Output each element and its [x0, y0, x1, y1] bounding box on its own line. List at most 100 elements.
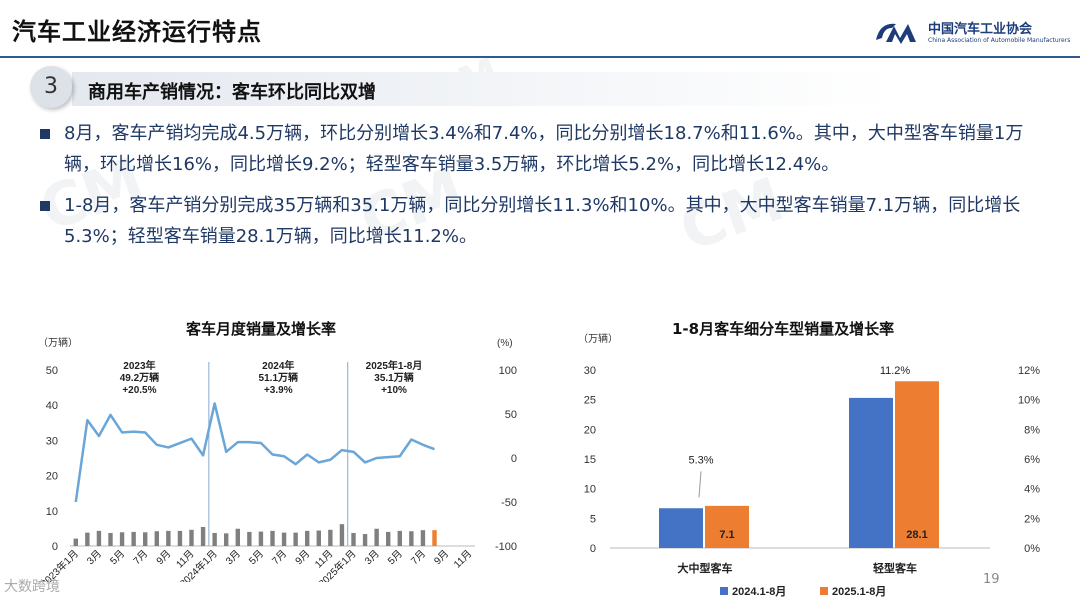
sales-bar: [177, 530, 183, 546]
y-left-tick: 20: [46, 471, 58, 483]
y-left-tick: 0: [590, 543, 596, 555]
sales-bar: [143, 532, 148, 546]
bullet-item: 8月，客车产销均完成4.5万辆，环比分别增长3.4%和7.4%，同比分别增长18…: [40, 118, 1050, 180]
header: 汽车工业经济运行特点 中国汽车工业协会 China Association of…: [0, 0, 1080, 60]
page-number: 19: [983, 572, 1000, 587]
sales-bar: [432, 530, 437, 546]
sales-bar: [85, 532, 90, 546]
sales-bar: [212, 532, 217, 546]
legend-label: 2025.1-8月: [832, 585, 886, 598]
y-right-tick: 6%: [1024, 454, 1040, 466]
growth-line: [74, 402, 435, 503]
x-tick-label: 9月: [432, 548, 451, 567]
y-left-tick: 20: [584, 424, 596, 436]
x-tick-label: 7月: [131, 548, 150, 567]
sales-bar: [73, 538, 78, 546]
bullet-square-icon: [40, 129, 50, 139]
chart1-title: 客车月度销量及增长率: [186, 320, 337, 338]
x-tick-label: 7月: [270, 548, 289, 567]
section-number: 3: [30, 66, 72, 108]
period-label-year: 2024年: [262, 359, 294, 372]
y-left-tick: 5: [590, 513, 596, 525]
period-label-volume: 49.2万辆: [120, 371, 159, 384]
y-left-tick: 30: [584, 365, 596, 377]
period-label-volume: 35.1万辆: [374, 371, 413, 384]
segment-sales-chart: （万辆） 0 5 10 15 20 25 30 0% 2% 4% 6% 8% 10% 12% 7.1 大中型客车…: [578, 332, 1040, 598]
sales-bar: [96, 530, 102, 546]
bullet-item: 1-8月，客车产销分别完成35万辆和35.1万辆，同比分别增长11.3%和10%…: [40, 190, 1050, 252]
y-right-tick: -100: [495, 541, 517, 553]
y-right-tick: 0: [511, 453, 517, 465]
segment-bar: [659, 508, 703, 548]
period-label-growth: +20.5%: [122, 385, 156, 396]
legend-label: 2024.1-8月: [732, 585, 786, 598]
org-name-cn: 中国汽车工业协会: [928, 22, 1033, 37]
chart2-title: 1-8月客车细分车型销量及增长率: [672, 320, 895, 338]
y-right-tick: 10%: [1018, 395, 1040, 407]
sales-bar: [397, 530, 402, 546]
sales-bar: [316, 530, 321, 546]
sales-bar: [270, 530, 275, 546]
category-label: 大中型客车: [678, 561, 733, 575]
period-label-volume: 51.1万辆: [259, 371, 298, 384]
header-divider: [0, 56, 1080, 58]
y-left-unit: （万辆）: [38, 336, 78, 349]
y-right-unit: (%): [497, 338, 513, 349]
y-right-tick: -50: [501, 497, 517, 509]
y-right-tick: 50: [505, 409, 517, 421]
sales-bar: [235, 528, 240, 546]
sales-bar: [224, 533, 229, 546]
monthly-sales-chart: （万辆） (%) 0 10 20 30 40 50 -100 -50 0 50 100 2023年49.2…: [38, 336, 517, 582]
org-logo: 中国汽车工业协会 China Association of Automobile…: [872, 18, 1072, 52]
sales-bar: [189, 529, 194, 546]
sales-bar: [200, 526, 206, 546]
growth-label: 11.2%: [880, 365, 911, 377]
sales-bar: [362, 534, 368, 546]
bullet-square-icon: [40, 201, 50, 211]
sales-bar: [108, 532, 113, 546]
sales-bar: [339, 524, 345, 546]
y-left-tick: 25: [584, 395, 596, 407]
y-right-tick: 4%: [1024, 484, 1040, 496]
org-name-en: China Association of Automobile Manufact…: [928, 37, 1071, 44]
segment-bar: [705, 505, 749, 548]
y-right-tick: 8%: [1024, 424, 1040, 436]
sales-bar: [154, 531, 159, 546]
legend-swatch: [720, 587, 728, 595]
section-title: 商用车产销情况：客车环比同比双增: [88, 82, 376, 103]
segment-bar: [895, 381, 939, 548]
sales-bar: [166, 530, 171, 546]
x-tick-label: 3月: [223, 548, 242, 567]
y-left-tick: 0: [52, 541, 58, 553]
y-right-tick: 12%: [1018, 365, 1040, 377]
x-tick-label: 7月: [409, 548, 428, 567]
y-left-tick: 30: [46, 435, 58, 447]
sales-bar: [386, 531, 391, 546]
period-label-year: 2025年1-8月: [366, 359, 423, 372]
x-tick-label: 11月: [451, 548, 474, 571]
x-tick-label: 5月: [247, 548, 266, 567]
sales-bar: [258, 531, 264, 546]
growth-leader-line: [698, 471, 702, 498]
y-right-tick: 0%: [1024, 543, 1040, 555]
sales-bar: [374, 528, 379, 546]
y-left-tick: 10: [584, 484, 596, 496]
period-label-growth: +3.9%: [264, 385, 293, 396]
bar-data-label: 7.1: [719, 529, 734, 541]
x-tick-label: 9月: [293, 548, 312, 567]
sales-bar: [305, 530, 310, 546]
sales-bar: [293, 532, 298, 546]
bullet-text: 8月，客车产销均完成4.5万辆，环比分别增长3.4%和7.4%，同比分别增长18…: [64, 123, 1024, 175]
y-left-tick: 15: [584, 454, 596, 466]
x-tick-label: 5月: [108, 548, 127, 567]
x-tick-label: 5月: [385, 548, 404, 567]
period-label-year: 2023年: [123, 359, 155, 372]
y-right-tick: 2%: [1024, 513, 1040, 525]
growth-label: 5.3%: [688, 454, 713, 466]
segment-bar: [849, 397, 893, 548]
x-tick-label: 9月: [154, 548, 173, 567]
section-bar: [72, 72, 892, 106]
sales-bar: [281, 532, 287, 546]
sales-bar: [420, 530, 426, 546]
y-right-tick: 100: [499, 365, 517, 377]
